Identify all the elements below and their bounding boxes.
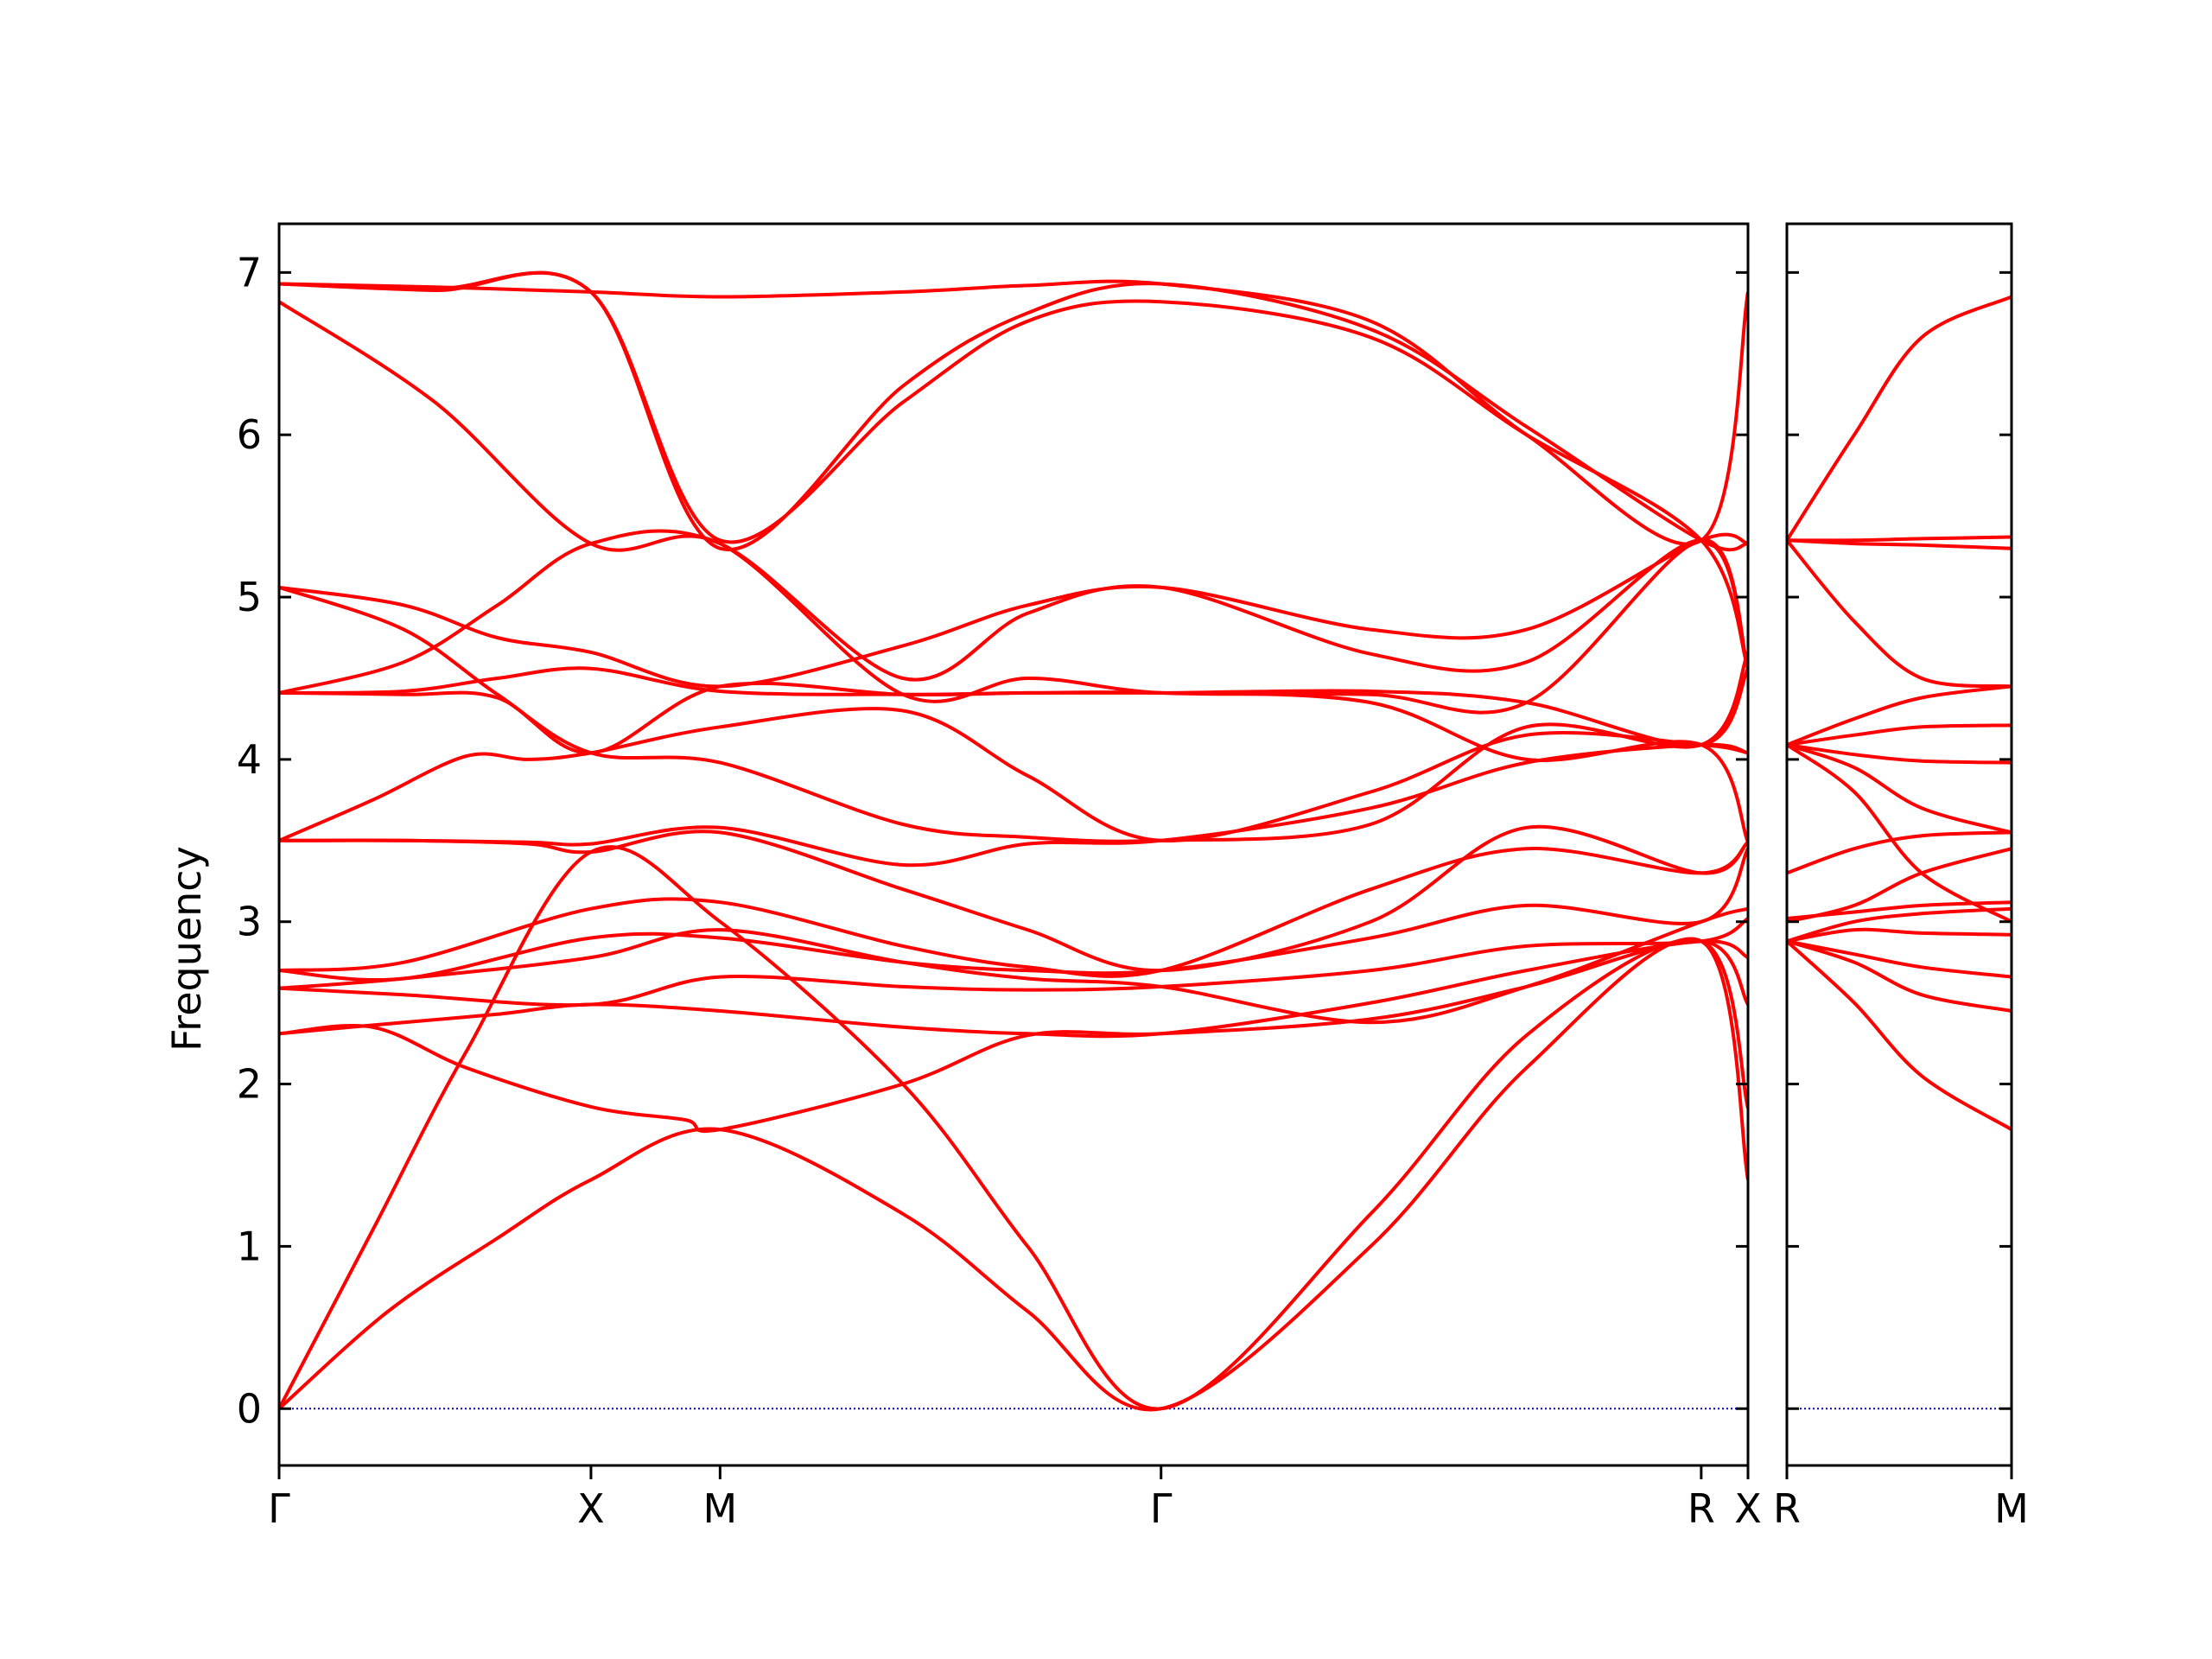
band-line-11: [279, 707, 1748, 842]
y-axis-label: Frequency: [163, 846, 210, 1052]
band-line-1: [279, 937, 1748, 1412]
band-line-12: [1787, 723, 2012, 747]
band-line-19: [279, 279, 1748, 546]
y-tick-label: 4: [237, 736, 262, 783]
band-line-7: [279, 848, 1748, 982]
band-series-group: [1787, 295, 2012, 1131]
band-line-20: [279, 270, 1748, 552]
y-tick-label: 6: [237, 411, 262, 458]
band-line-15: [279, 532, 1748, 689]
x-tick-label: M: [1994, 1485, 2029, 1532]
band-line-14: [279, 585, 1748, 843]
band-line-2: [1787, 939, 2012, 1013]
band-series-group: [279, 270, 1748, 1412]
y-tick-label: 5: [237, 574, 262, 620]
plot-frame: [1785, 222, 2013, 1467]
band-line-10: [1787, 743, 2012, 835]
band-line-11: [1787, 743, 2012, 765]
band-line-4: [1787, 927, 2012, 944]
plot-frame: [277, 222, 1750, 1467]
band-line-9: [1787, 743, 2012, 924]
band-line-5: [1787, 906, 2012, 944]
band-line-5: [279, 917, 1748, 1007]
band-line-1: [1787, 939, 2012, 1131]
band-line-16: [1787, 535, 2012, 543]
x-tick-label: Γ: [268, 1485, 290, 1532]
x-tick-label: R: [1688, 1485, 1715, 1532]
band-line-17: [1787, 295, 2012, 542]
x-tick-label: M: [703, 1485, 738, 1532]
y-tick-label: 3: [237, 899, 262, 945]
band-line-2: [279, 845, 1748, 1411]
y-tick-label: 0: [237, 1385, 262, 1432]
x-tick-label: Γ: [1150, 1485, 1173, 1532]
x-tick-label: R: [1773, 1485, 1801, 1532]
x-tick-label: X: [577, 1485, 605, 1532]
band-line-8: [279, 841, 1748, 978]
y-tick-label: 2: [237, 1061, 262, 1108]
band-line-10: [279, 742, 1748, 868]
x-tick-label: X: [1734, 1485, 1762, 1532]
band-line-13: [1787, 684, 2012, 747]
band-line-3: [1787, 939, 2012, 979]
band-line-8: [1787, 830, 2012, 875]
band-line-13: [279, 666, 1748, 747]
band-line-16: [279, 529, 1748, 695]
y-tick-label: 1: [237, 1223, 262, 1269]
y-tick-label: 7: [237, 249, 262, 296]
band-line-14: [1787, 539, 2012, 689]
band-line-6: [279, 906, 1748, 1025]
band-line-7: [1787, 847, 2012, 924]
band-line-17: [279, 300, 1748, 715]
band-line-4: [279, 939, 1748, 1039]
